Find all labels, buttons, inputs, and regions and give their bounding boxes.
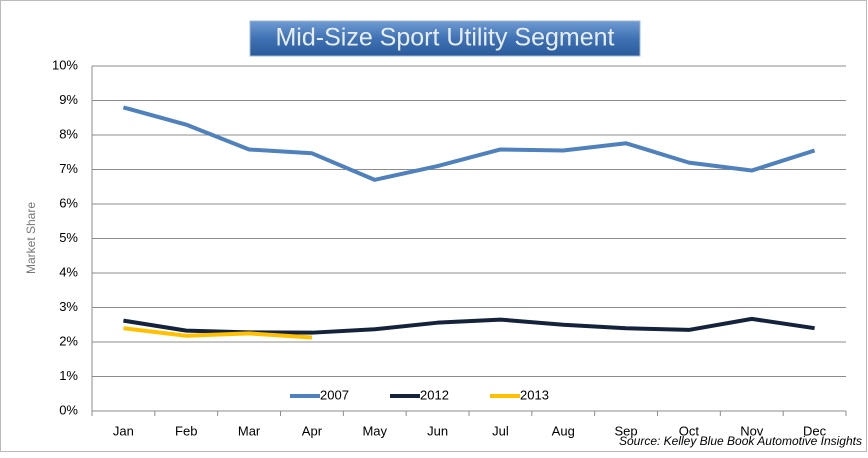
- x-tick-label: Sep: [615, 423, 638, 438]
- y-tick-label: 1%: [59, 368, 78, 383]
- series-line: [123, 326, 313, 340]
- series-line: [122, 105, 816, 182]
- x-tick-label: May: [362, 423, 387, 438]
- y-tick-label: 8%: [59, 126, 78, 141]
- y-tick-label: 10%: [52, 57, 78, 72]
- x-tick-label: Oct: [679, 423, 700, 438]
- y-tick-label: 6%: [59, 195, 78, 210]
- x-tick-label: Apr: [302, 423, 323, 438]
- title-box: [249, 20, 641, 57]
- legend-label: 2012: [420, 387, 449, 402]
- y-tick-label: 4%: [59, 264, 78, 279]
- x-tick-label: Feb: [175, 423, 197, 438]
- x-tick-label: Dec: [803, 423, 827, 438]
- x-tick-label: Mar: [238, 423, 261, 438]
- legend-label: 2013: [520, 387, 549, 402]
- y-tick-label: 2%: [59, 333, 78, 348]
- y-axis-label: Market Share: [24, 202, 38, 274]
- y-tick-label: 3%: [59, 299, 78, 314]
- y-tick-label: 9%: [59, 92, 78, 107]
- y-tick-label: 0%: [59, 402, 78, 417]
- x-tick-label: Jul: [492, 423, 509, 438]
- legend-label: 2007: [320, 387, 349, 402]
- x-tick-label: Aug: [552, 423, 575, 438]
- source: Source: Kelley Blue Book Automotive Insi…: [619, 434, 862, 448]
- chart-title: Mid-Size Sport Utility Segment: [275, 24, 614, 52]
- x-tick-label: Nov: [740, 423, 764, 438]
- y-tick-label: 5%: [59, 230, 78, 245]
- y-tick-label: 7%: [59, 161, 78, 176]
- x-tick-label: Jan: [113, 423, 134, 438]
- x-tick-label: Jun: [427, 423, 448, 438]
